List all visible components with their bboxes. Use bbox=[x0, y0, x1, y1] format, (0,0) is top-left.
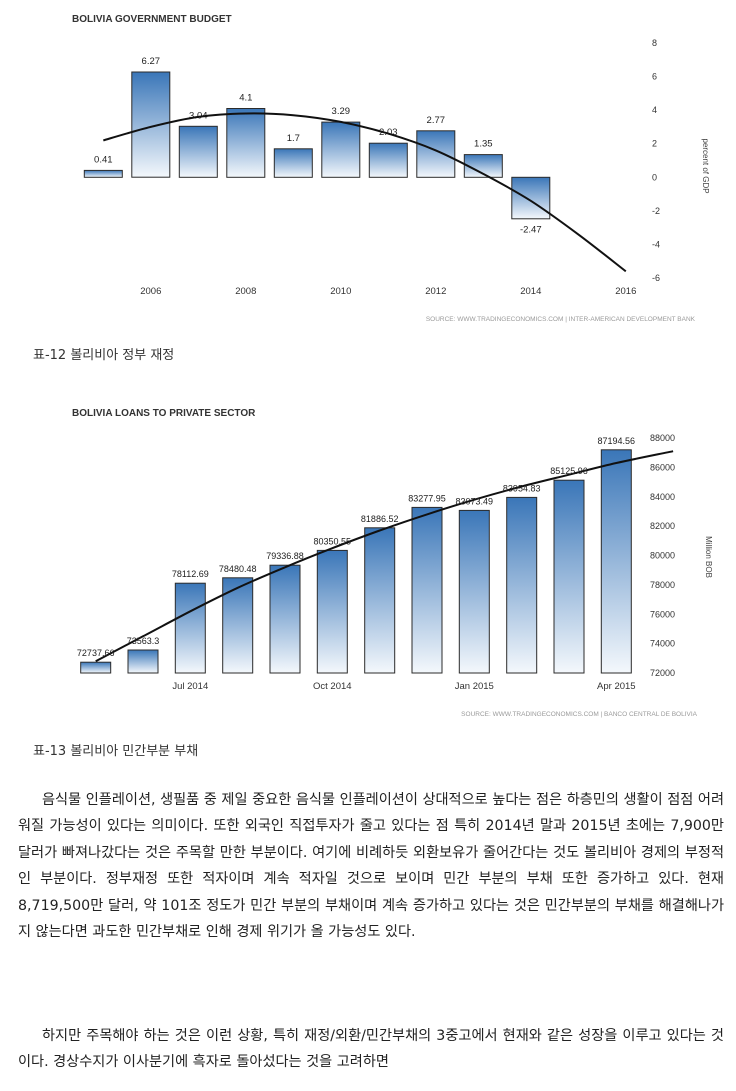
y-tick-label: 4 bbox=[652, 105, 657, 115]
data-label: 83073.49 bbox=[456, 496, 494, 506]
bar bbox=[174, 582, 206, 674]
bar bbox=[83, 169, 123, 178]
y-tick-label: 0 bbox=[652, 172, 657, 182]
y-tick-label: 6 bbox=[652, 72, 657, 82]
y-tick-label: 74000 bbox=[650, 639, 675, 649]
data-label: 85125.96 bbox=[550, 466, 588, 476]
x-tick-label: 2006 bbox=[140, 286, 161, 297]
body-paragraph-1: 음식물 인플레이션, 생필품 중 제일 중요한 음식물 인플레이션이 상대적으로… bbox=[18, 792, 724, 941]
y-axis-label: percent of GDP bbox=[701, 138, 710, 193]
bar bbox=[364, 527, 396, 674]
x-tick-label: Oct 2014 bbox=[313, 681, 352, 692]
bar bbox=[269, 564, 301, 674]
x-tick-label: Jan 2015 bbox=[455, 681, 494, 692]
y-tick-label: 2 bbox=[652, 139, 657, 149]
x-tick-label: Apr 2015 bbox=[597, 681, 636, 692]
y-tick-label: 78000 bbox=[650, 580, 675, 590]
x-tick-label: 2010 bbox=[330, 286, 351, 297]
x-tick-label: 2016 bbox=[615, 286, 636, 297]
bar bbox=[80, 661, 112, 674]
data-label: 3.29 bbox=[332, 106, 351, 117]
bar bbox=[178, 125, 218, 178]
bar bbox=[411, 506, 443, 674]
data-label: 78112.69 bbox=[172, 569, 209, 579]
bar bbox=[226, 108, 266, 178]
data-label: 1.35 bbox=[474, 139, 493, 150]
figure-caption-12: 표-12 볼리비아 정부 재정 bbox=[33, 348, 175, 363]
bar bbox=[506, 496, 538, 674]
y-tick-label: 80000 bbox=[650, 551, 675, 561]
y-tick-label: -6 bbox=[652, 273, 660, 283]
bar bbox=[600, 449, 632, 674]
x-tick-label: 2012 bbox=[425, 286, 446, 297]
y-tick-label: 86000 bbox=[650, 462, 675, 472]
y-axis-label: Million BOB bbox=[704, 536, 713, 578]
bar bbox=[368, 142, 408, 178]
data-label: 2.77 bbox=[427, 115, 446, 126]
bar bbox=[316, 549, 348, 674]
trend-line bbox=[95, 450, 674, 663]
data-label: 79336.88 bbox=[266, 551, 304, 561]
data-label: 3.04 bbox=[189, 110, 208, 121]
x-tick-label: Jul 2014 bbox=[172, 681, 208, 692]
y-tick-label: -4 bbox=[652, 239, 660, 249]
chart-title: BOLIVIA LOANS TO PRIVATE SECTOR bbox=[72, 408, 256, 419]
bar bbox=[416, 130, 456, 178]
private-loans-chart: BOLIVIA LOANS TO PRIVATE SECTOR 72737.66… bbox=[72, 408, 713, 718]
bar bbox=[127, 649, 159, 674]
government-budget-chart: BOLIVIA GOVERNMENT BUDGET 0.41 6.27 3.04 4.… bbox=[72, 14, 710, 323]
y-tick-label: 72000 bbox=[650, 668, 675, 678]
y-tick-label: 88000 bbox=[650, 433, 675, 443]
data-label: 83277.95 bbox=[408, 493, 446, 503]
data-label: 80350.55 bbox=[314, 536, 352, 546]
y-tick-label: 76000 bbox=[650, 609, 675, 619]
y-tick-label: -2 bbox=[652, 206, 660, 216]
data-label: 87194.56 bbox=[598, 436, 636, 446]
x-tick-label: 2008 bbox=[235, 286, 256, 297]
bar bbox=[463, 154, 503, 178]
data-label: 78480.48 bbox=[219, 564, 257, 574]
bar bbox=[321, 121, 361, 178]
data-label: 72737.66 bbox=[77, 648, 115, 658]
body-paragraph-2: 하지만 주목해야 하는 것은 이런 상황, 특히 재정/외환/민간부채의 3중고… bbox=[18, 1028, 724, 1071]
data-label: 73563.3 bbox=[127, 636, 160, 646]
bar bbox=[458, 509, 490, 674]
data-label: 1.7 bbox=[287, 133, 300, 144]
y-tick-label: 82000 bbox=[650, 521, 675, 531]
x-tick-label: 2014 bbox=[520, 286, 541, 297]
figure-caption-13: 표-13 볼리비아 민간부분 부채 bbox=[33, 744, 199, 759]
bar bbox=[273, 148, 313, 178]
trend-line bbox=[103, 112, 627, 273]
chart-title: BOLIVIA GOVERNMENT BUDGET bbox=[72, 14, 232, 25]
data-label: 4.1 bbox=[239, 93, 252, 104]
chart-source: SOURCE: WWW.TRADINGECONOMICS.COM | BANCO… bbox=[461, 711, 697, 718]
data-label: 0.41 bbox=[94, 154, 113, 165]
bar bbox=[511, 176, 551, 220]
data-label: 6.27 bbox=[142, 56, 161, 67]
bar bbox=[553, 479, 585, 674]
data-label: 83954.83 bbox=[503, 483, 541, 493]
y-tick-label: 84000 bbox=[650, 492, 675, 502]
data-label: -2.47 bbox=[520, 225, 542, 236]
chart-source: SOURCE: WWW.TRADINGECONOMICS.COM | INTER… bbox=[426, 316, 696, 323]
data-label: 81886.52 bbox=[361, 514, 399, 524]
y-tick-label: 8 bbox=[652, 38, 657, 48]
